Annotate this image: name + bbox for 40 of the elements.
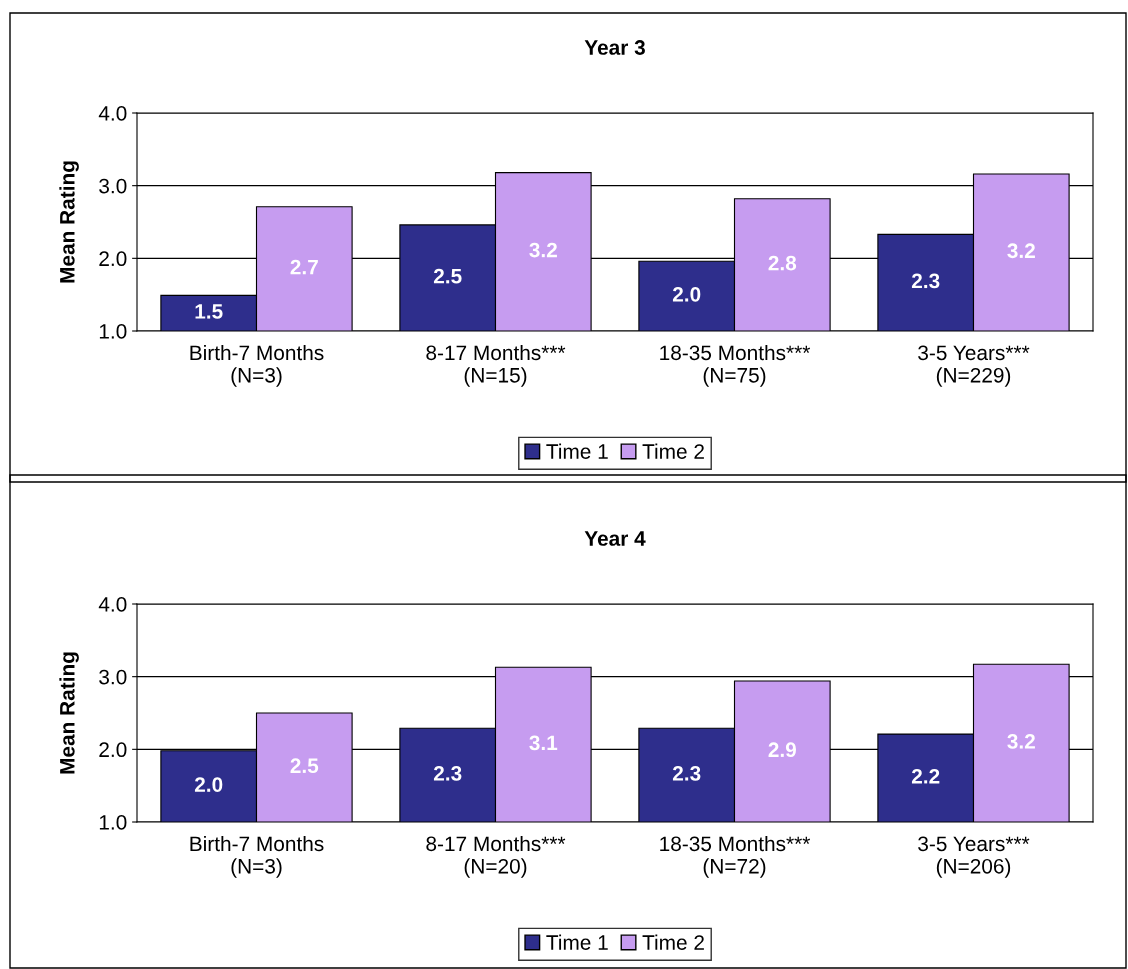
- x-tick-label: 18-35 Months*** (N=72): [660, 835, 811, 878]
- data-label: 3.1: [529, 735, 558, 751]
- data-label: 3.2: [1007, 734, 1035, 749]
- legend-label: Time 1: [546, 443, 608, 459]
- y-tick-label: 1.0: [99, 324, 127, 339]
- y-tick-label: 3.0: [99, 669, 127, 685]
- data-label: 1.5: [195, 304, 223, 319]
- data-label: 2.8: [768, 255, 797, 271]
- data-label: 2.0: [194, 777, 223, 792]
- legend-label: Time 2: [642, 934, 704, 950]
- y-axis-title: Mean Rating: [59, 161, 79, 283]
- data-label: 2.9: [768, 742, 797, 758]
- data-label: 2.2: [911, 768, 940, 784]
- data-label: 2.3: [911, 273, 940, 289]
- legend-label: Time 1: [546, 934, 608, 950]
- data-label: 3.2: [1007, 243, 1035, 259]
- data-label: 2.0: [672, 286, 701, 302]
- x-tick-label: Birth-7 Months (N=3): [190, 344, 324, 387]
- data-label: 3.2: [529, 242, 557, 258]
- x-tick-label: 3-5 Years*** (N=229): [918, 345, 1030, 387]
- x-tick-label: 3-5 Years*** (N=206): [918, 836, 1030, 878]
- y-tick-label: 1.0: [99, 815, 127, 830]
- legend-label: Time 2: [642, 443, 704, 459]
- y-axis-title: Mean Rating: [59, 652, 79, 774]
- y-tick-label: 4.0: [98, 597, 127, 612]
- y-tick-label: 3.0: [99, 178, 127, 194]
- data-label: 2.5: [433, 268, 462, 284]
- x-tick-label: Birth-7 Months (N=3): [190, 835, 324, 878]
- data-label: 2.3: [433, 765, 462, 781]
- data-label: 2.7: [290, 259, 318, 275]
- x-tick-label: 8-17 Months*** (N=15): [426, 344, 566, 387]
- y-tick-label: 4.0: [98, 106, 127, 121]
- chart-title: Year 4: [584, 531, 646, 546]
- data-label: 2.3: [672, 765, 701, 781]
- x-tick-label: 18-35 Months*** (N=75): [660, 344, 811, 387]
- chart-title: Year 3: [584, 40, 645, 55]
- data-label: 2.5: [290, 758, 319, 774]
- x-tick-label: 8-17 Months*** (N=20): [426, 835, 566, 878]
- y-tick-label: 2.0: [99, 251, 127, 267]
- y-tick-label: 2.0: [99, 742, 127, 758]
